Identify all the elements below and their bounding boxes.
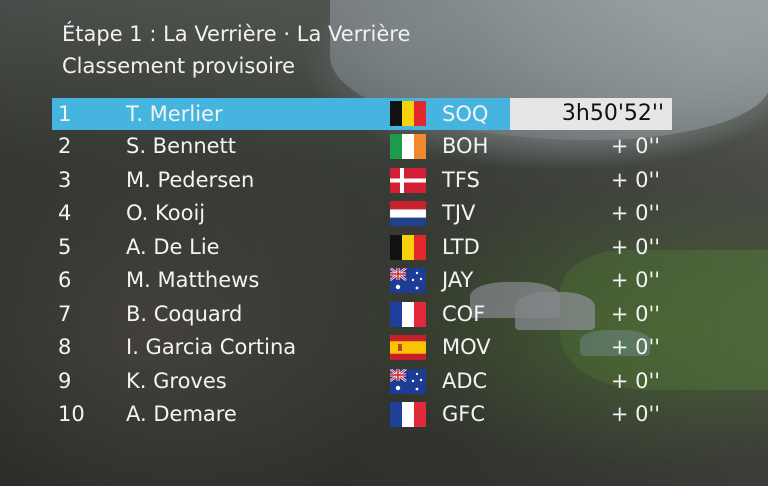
team-code: BOH xyxy=(442,130,488,164)
spain-flag-icon xyxy=(390,335,426,360)
belgium-flag-icon xyxy=(390,101,426,126)
rider-name: A. Demare xyxy=(126,398,237,432)
team-code: SOQ xyxy=(442,98,488,130)
rider-time: + 0'' xyxy=(611,331,660,365)
rider-time: + 0'' xyxy=(611,398,660,432)
rider-name: M. Pedersen xyxy=(126,164,254,198)
table-row: 9 K. Groves ADC + 0'' xyxy=(0,365,768,399)
rider-name: M. Matthews xyxy=(126,264,259,298)
team-code: LTD xyxy=(442,231,480,265)
netherlands-flag-icon xyxy=(390,201,426,226)
rider-position: 1 xyxy=(58,98,71,130)
australia-flag-icon xyxy=(390,268,426,293)
table-row: 10 A. Demare GFC + 0'' xyxy=(0,398,768,432)
rider-name: S. Bennett xyxy=(126,130,236,164)
rider-time: + 0'' xyxy=(611,298,660,332)
table-row: 8 I. Garcia Cortina MOV + 0'' xyxy=(0,331,768,365)
team-code: COF xyxy=(442,298,485,332)
table-row: 5 A. De Lie LTD + 0'' xyxy=(0,231,768,265)
rider-position: 3 xyxy=(58,164,71,198)
rider-name: O. Kooij xyxy=(126,197,205,231)
rider-name: A. De Lie xyxy=(126,231,220,265)
table-row: 1 T. Merlier SOQ 3h50'52'' xyxy=(0,98,768,130)
team-code: JAY xyxy=(442,264,473,298)
rider-position: 6 xyxy=(58,264,71,298)
table-row: 3 M. Pedersen TFS + 0'' xyxy=(0,164,768,198)
rider-name: I. Garcia Cortina xyxy=(126,331,296,365)
rider-time: + 0'' xyxy=(611,130,660,164)
standings-table: 1 T. Merlier SOQ 3h50'52'' 2 S. Bennett … xyxy=(0,98,768,432)
france-flag-icon xyxy=(390,302,426,327)
team-code: ADC xyxy=(442,365,487,399)
rider-name: K. Groves xyxy=(126,365,227,399)
rider-time: + 0'' xyxy=(611,197,660,231)
australia-flag-icon xyxy=(390,369,426,394)
table-row: 7 B. Coquard COF + 0'' xyxy=(0,298,768,332)
standings-header: Étape 1 : La Verrière · La Verrière Clas… xyxy=(62,20,410,80)
rider-name: T. Merlier xyxy=(126,98,223,130)
rider-position: 7 xyxy=(58,298,71,332)
rider-name: B. Coquard xyxy=(126,298,242,332)
france-flag-icon xyxy=(390,402,426,427)
table-row: 4 O. Kooij TJV + 0'' xyxy=(0,197,768,231)
table-row: 2 S. Bennett BOH + 0'' xyxy=(0,130,768,164)
rider-position: 8 xyxy=(58,331,71,365)
team-code: TFS xyxy=(442,164,480,198)
denmark-flag-icon xyxy=(390,168,426,193)
rider-position: 4 xyxy=(58,197,71,231)
rider-position: 5 xyxy=(58,231,71,265)
team-code: TJV xyxy=(442,197,475,231)
ireland-flag-icon xyxy=(390,134,426,159)
rider-position: 9 xyxy=(58,365,71,399)
team-code: MOV xyxy=(442,331,491,365)
rider-position: 2 xyxy=(58,130,71,164)
rider-time: + 0'' xyxy=(611,365,660,399)
table-row: 6 M. Matthews JAY + 0'' xyxy=(0,264,768,298)
team-code: GFC xyxy=(442,398,485,432)
rider-time: + 0'' xyxy=(611,264,660,298)
rider-time: + 0'' xyxy=(611,231,660,265)
belgium-flag-icon xyxy=(390,235,426,260)
rider-position: 10 xyxy=(58,398,85,432)
stage-title: Étape 1 : La Verrière · La Verrière xyxy=(62,20,410,48)
rider-time: + 0'' xyxy=(611,164,660,198)
rider-time: 3h50'52'' xyxy=(510,98,664,130)
classification-subtitle: Classement provisoire xyxy=(62,52,410,80)
